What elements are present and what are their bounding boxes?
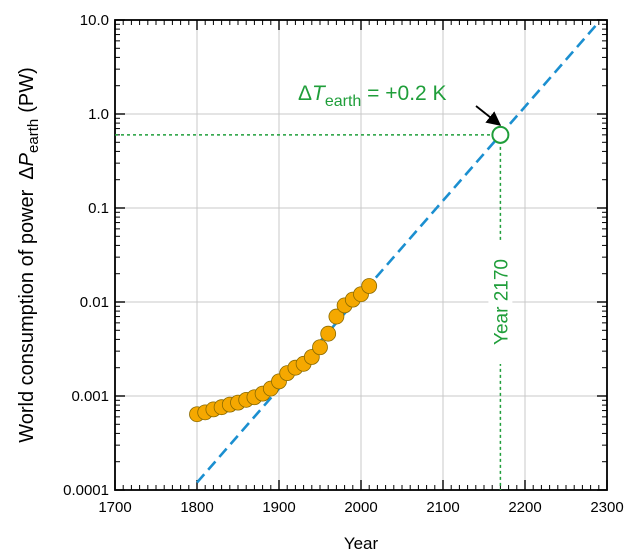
- x-axis-title: Year: [344, 534, 379, 553]
- projection-marker: [491, 125, 510, 144]
- y-axis-title-delta: Δ: [16, 166, 38, 179]
- year-2170-label-group: Year 2170: [488, 240, 513, 364]
- y-axis-title-unit: (PW): [16, 67, 38, 113]
- y-tick-label: 10.0: [80, 12, 109, 29]
- y-tick-label: 0.1: [88, 200, 109, 217]
- y-tick-label: 0.01: [80, 294, 109, 311]
- y-tick-labels: 0.0001 0.001 0.01 0.1 1.0 10.0: [63, 12, 109, 499]
- x-tick-label: 2100: [426, 499, 459, 516]
- delta-t-symbol: Δ: [298, 82, 312, 105]
- x-tick-label: 1700: [98, 499, 131, 516]
- projection-guides: [115, 134, 502, 490]
- y-axis-title-symbol: P: [16, 152, 38, 166]
- delta-t-value: = +0.2 K: [361, 82, 446, 105]
- plot-frame: [114, 19, 608, 491]
- delta-t-annotation: ΔTearth = +0.2 K: [298, 82, 447, 110]
- data-points: [189, 278, 378, 423]
- x-tick-label: 2200: [508, 499, 541, 516]
- x-tick-label: 2000: [344, 499, 377, 516]
- y-axis-title: World consumption of power ΔPearth (PW): [16, 67, 42, 443]
- delta-t-t: T: [312, 82, 327, 105]
- y-tick-label: 1.0: [88, 106, 109, 123]
- data-point: [361, 278, 378, 294]
- y-tick-label: 0.001: [71, 388, 109, 405]
- y-axis-title-sub: earth: [25, 119, 42, 153]
- data-point: [312, 339, 328, 356]
- x-tick-label: 2300: [590, 499, 623, 516]
- year-2170-label-bg: [488, 240, 513, 364]
- data-point: [320, 325, 337, 342]
- x-tick-labels: 1700 1800 1900 2000 2100 2200 2300: [98, 499, 623, 516]
- annotation-arrow: [475, 105, 502, 126]
- x-tick-label: 1800: [180, 499, 213, 516]
- x-tick-label: 1900: [262, 499, 295, 516]
- y-tick-label: 0.0001: [63, 482, 109, 499]
- delta-t-sub: earth: [325, 93, 361, 110]
- grid: [115, 20, 607, 490]
- year-2170-label: Year 2170: [491, 259, 512, 345]
- y-axis-title-main: World consumption of power: [16, 189, 38, 442]
- data-point: [328, 308, 345, 325]
